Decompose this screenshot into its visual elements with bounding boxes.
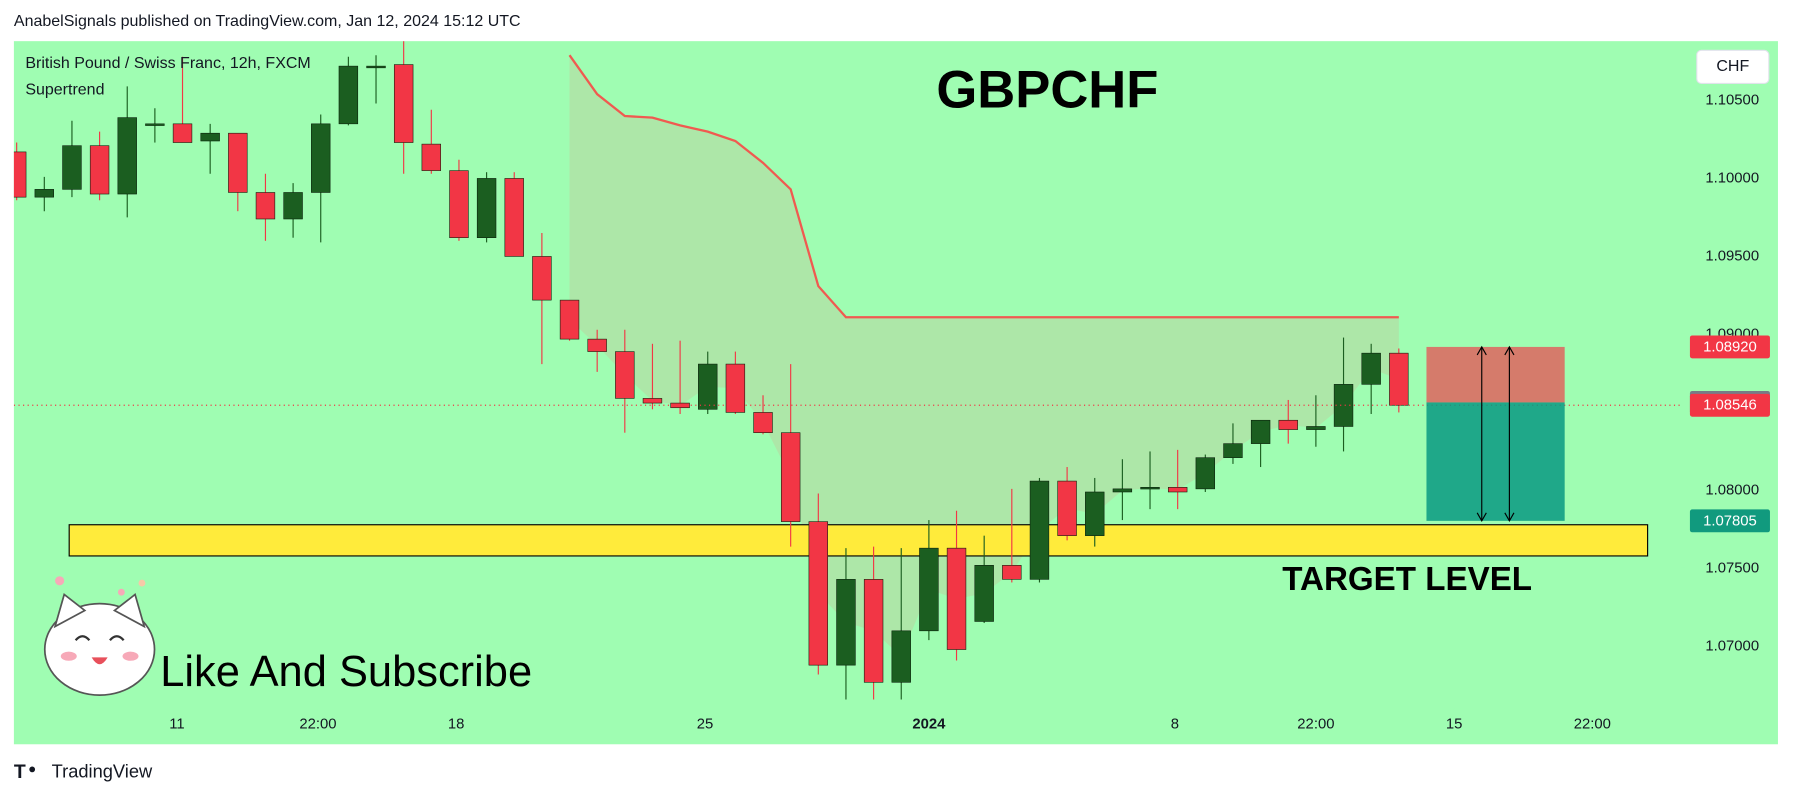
chart-title: GBPCHF — [936, 61, 1158, 120]
price-label: 1.08920 — [1703, 339, 1757, 355]
candle-body — [725, 363, 746, 413]
x-tick-label: 22:00 — [1574, 717, 1611, 733]
candle-body — [421, 143, 441, 171]
candle-body — [117, 117, 137, 195]
price-label: 1.08546 — [1703, 398, 1757, 414]
candle-body — [283, 192, 303, 220]
candle-body — [1250, 419, 1271, 444]
target-area — [1426, 402, 1565, 521]
arrow-head — [1504, 512, 1515, 523]
candle-body — [228, 132, 248, 193]
x-tick-label: 25 — [697, 717, 714, 733]
price-label: 1.07805 — [1703, 513, 1757, 529]
y-tick-label: 1.09500 — [1705, 248, 1759, 264]
candle-body — [1085, 491, 1105, 536]
y-tick-label: 1.08000 — [1705, 482, 1759, 498]
candle-body — [1333, 384, 1354, 427]
candle-body — [145, 123, 165, 126]
candle-body — [946, 547, 967, 650]
footer-logo-dot — [29, 766, 36, 773]
candle-body — [808, 521, 828, 666]
candle-body — [255, 192, 276, 220]
candle-body — [1167, 487, 1188, 493]
candle-body — [311, 123, 331, 193]
arrow-head — [1476, 345, 1487, 356]
candle-body — [62, 145, 82, 190]
y-tick-label: 1.07000 — [1705, 638, 1759, 654]
x-tick-label: 18 — [448, 717, 465, 733]
candle-body — [587, 338, 607, 352]
candle-body — [974, 565, 994, 622]
candle-body — [1361, 352, 1381, 385]
candle-body — [670, 402, 690, 409]
footer-logo-mark: T — [14, 761, 26, 783]
supertrend-line — [568, 54, 1399, 319]
candle-body — [1112, 488, 1133, 493]
header: AnabelSignals published on TradingView.c… — [14, 13, 521, 30]
overlay: 1.070001.075001.080001.090001.095001.100… — [169, 92, 1770, 733]
candle-body — [532, 256, 552, 301]
x-tick-label: 11 — [169, 717, 184, 733]
candle-body — [642, 398, 663, 404]
candle-body — [1389, 352, 1409, 406]
candle-body — [1278, 419, 1298, 430]
candle-body — [1057, 480, 1077, 536]
candle-body — [1306, 426, 1326, 430]
candle-body — [393, 64, 414, 143]
candle-body — [919, 547, 939, 632]
symbol-legend: British Pound / Swiss Franc, 12h, FXCM — [25, 55, 310, 72]
price-label-box — [1689, 393, 1770, 417]
arrow-head — [1476, 512, 1487, 523]
candle-body — [338, 65, 359, 125]
candle-body — [172, 123, 193, 143]
candle-body — [449, 170, 469, 238]
candle-body — [1223, 443, 1243, 458]
candle-body — [863, 579, 884, 683]
candle-body — [780, 432, 801, 522]
candle-body — [1195, 457, 1216, 490]
x-tick-label: 2024 — [912, 717, 946, 733]
candle-body — [891, 630, 911, 683]
stop-area — [1426, 346, 1565, 403]
x-tick-label: 8 — [1171, 717, 1179, 733]
candle-body — [836, 579, 856, 666]
candle-body — [1029, 480, 1050, 580]
candle-body — [89, 145, 110, 195]
y-tick-label: 1.10500 — [1705, 92, 1759, 108]
mascot — [43, 576, 156, 696]
footer: TradingView — [52, 761, 153, 782]
x-tick-label: 15 — [1446, 717, 1463, 733]
x-tick-label: 22:00 — [1297, 717, 1334, 733]
candle-body — [559, 299, 580, 340]
candle-body — [13, 151, 27, 198]
candle-body — [1002, 565, 1022, 580]
y-tick-label: 1.07500 — [1705, 560, 1759, 576]
target-zone — [68, 524, 1649, 557]
price-label-box — [1689, 335, 1770, 359]
candle-body — [366, 65, 386, 69]
candle-body — [504, 178, 524, 257]
candle-body — [698, 363, 718, 410]
candle-body — [34, 189, 54, 198]
candle-body — [1140, 487, 1160, 490]
price-label-box — [1689, 509, 1770, 533]
candle-body — [753, 412, 773, 433]
footer-logo: T — [14, 761, 36, 783]
candle-body — [476, 178, 497, 238]
currency-button-label[interactable]: CHF — [1716, 58, 1749, 75]
candle-body — [200, 132, 220, 142]
supertrend-fill — [569, 55, 1399, 657]
annotation: Like And Subscribe — [160, 648, 532, 696]
indicator-legend: Supertrend — [25, 82, 104, 99]
arrow-head — [1504, 345, 1515, 356]
candle-body — [615, 351, 635, 399]
currency-button[interactable] — [1696, 49, 1770, 85]
plot-area — [13, 41, 1681, 700]
zone-label: TARGET LEVEL — [1282, 561, 1532, 598]
x-tick-label: 22:00 — [299, 717, 336, 733]
y-tick-label: 1.10000 — [1705, 170, 1759, 186]
